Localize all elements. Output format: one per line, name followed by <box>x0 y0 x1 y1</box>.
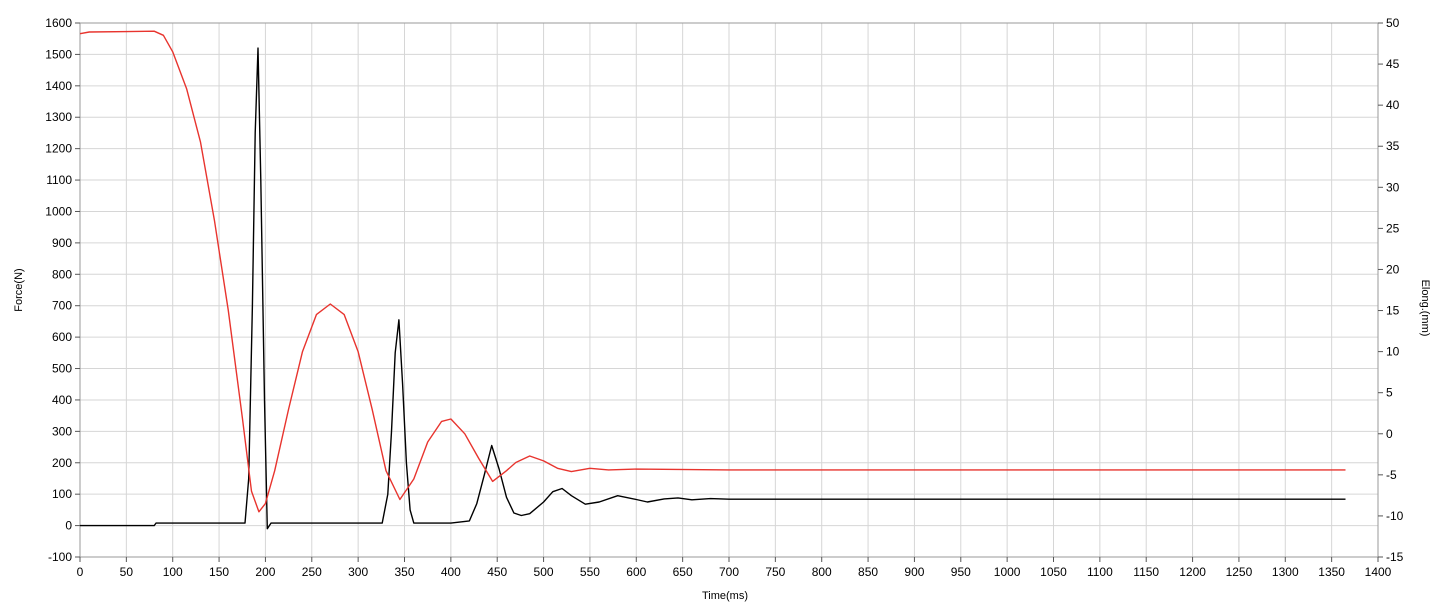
x-tick-label: 500 <box>534 565 554 579</box>
x-tick-label: 1200 <box>1179 565 1206 579</box>
y-right-tick-label: 20 <box>1386 262 1400 276</box>
y-axis-left-title: Force(N) <box>13 268 25 311</box>
y-left-tick-label: 1000 <box>45 204 72 218</box>
y-left-tick-label: -100 <box>48 550 72 564</box>
y-axis-right: -15 -10 -5 0 5 10 15 20 25 30 35 40 45 50 <box>1378 16 1404 564</box>
y-right-tick-label: 0 <box>1386 427 1393 441</box>
x-tick-label: 1050 <box>1040 565 1067 579</box>
x-tick-label: 700 <box>719 565 739 579</box>
y-right-tick-label: 15 <box>1386 304 1400 318</box>
x-axis-title: Time(ms) <box>702 590 748 602</box>
x-tick-label: 200 <box>255 565 275 579</box>
y-left-tick-label: 900 <box>52 236 72 250</box>
x-tick-label: 750 <box>765 565 785 579</box>
y-left-tick-label: 1100 <box>46 173 72 187</box>
elongation-series-line <box>79 30 1346 513</box>
x-tick-label: 400 <box>441 565 461 579</box>
x-tick-label: 300 <box>348 565 368 579</box>
force-series-line <box>80 47 1346 530</box>
y-right-tick-label: -15 <box>1386 550 1404 564</box>
y-axis-right-title: Elong.(mm) <box>1419 280 1431 337</box>
y-left-tick-label: 1500 <box>45 47 72 61</box>
x-tick-label: 1150 <box>1133 565 1159 579</box>
x-tick-label: 1100 <box>1087 565 1113 579</box>
y-left-tick-label: 300 <box>52 424 72 438</box>
x-tick-label: 600 <box>626 565 646 579</box>
x-tick-label: 0 <box>77 565 84 579</box>
y-left-tick-label: 1200 <box>45 142 72 156</box>
x-tick-label: 350 <box>394 565 414 579</box>
x-tick-label: 900 <box>904 565 924 579</box>
x-tick-label: 950 <box>951 565 971 579</box>
y-right-tick-label: -10 <box>1386 509 1404 523</box>
x-tick-label: 1000 <box>994 565 1021 579</box>
y-right-tick-label: 40 <box>1386 98 1400 112</box>
y-left-tick-label: 600 <box>52 330 72 344</box>
y-right-tick-label: 45 <box>1386 57 1400 71</box>
y-right-tick-label: 10 <box>1386 345 1400 359</box>
y-left-tick-label: 800 <box>52 267 72 281</box>
y-left-tick-label: 1600 <box>45 16 72 30</box>
x-tick-label: 250 <box>302 565 322 579</box>
y-left-tick-label: 1400 <box>45 79 72 93</box>
x-tick-label: 450 <box>487 565 507 579</box>
y-left-tick-label: 700 <box>52 299 72 313</box>
y-right-tick-label: 5 <box>1386 386 1393 400</box>
x-axis: 0 50 100 150 200 250 300 350 400 450 500 550 600 650 7… <box>77 557 1392 579</box>
x-tick-label: 1350 <box>1318 565 1345 579</box>
y-left-tick-label: 500 <box>52 362 72 376</box>
x-tick-label: 150 <box>209 565 229 579</box>
x-tick-label: 550 <box>580 565 600 579</box>
x-tick-label: 50 <box>120 565 134 579</box>
x-tick-label: 650 <box>673 565 693 579</box>
y-left-tick-label: 400 <box>52 393 72 407</box>
y-left-tick-label: 100 <box>52 487 72 501</box>
y-right-tick-label: -5 <box>1386 468 1397 482</box>
x-tick-label: 1250 <box>1226 565 1253 579</box>
x-tick-label: 800 <box>812 565 832 579</box>
x-tick-label: 1300 <box>1272 565 1299 579</box>
series-layer <box>79 30 1346 530</box>
y-right-tick-label: 30 <box>1386 180 1400 194</box>
x-tick-label: 850 <box>858 565 878 579</box>
y-right-tick-label: 25 <box>1386 221 1400 235</box>
y-right-tick-label: 50 <box>1386 16 1400 30</box>
y-left-tick-label: 200 <box>52 456 72 470</box>
x-tick-label: 1400 <box>1365 565 1392 579</box>
y-axis-left: -100 0 100 200 300 400 500 600 700 800 900 1000 1100… <box>45 16 80 564</box>
y-left-tick-label: 0 <box>65 519 72 533</box>
y-right-tick-label: 35 <box>1386 139 1400 153</box>
x-tick-label: 100 <box>163 565 183 579</box>
y-left-tick-label: 1300 <box>45 110 72 124</box>
